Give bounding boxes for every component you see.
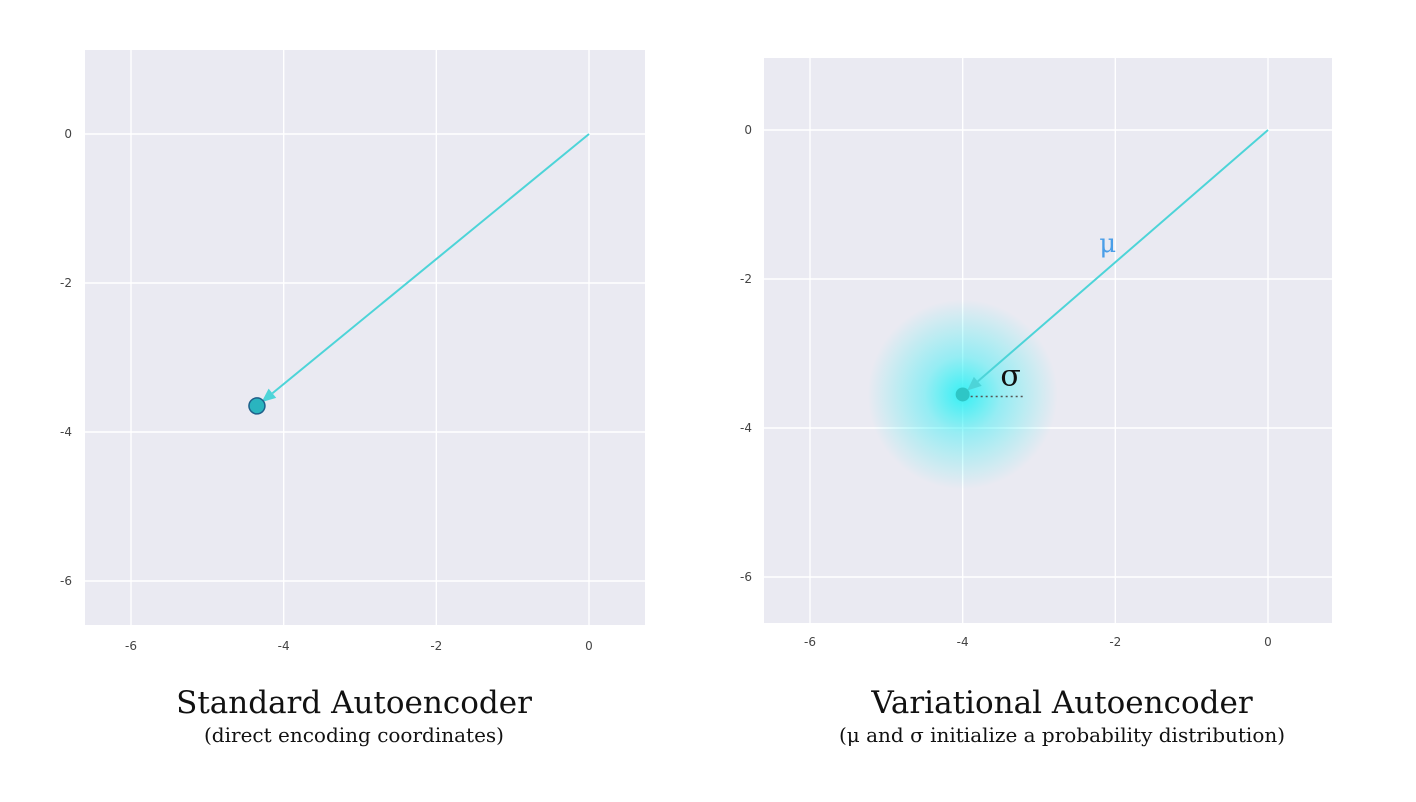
x-tick-label: -2 — [430, 639, 442, 653]
y-tick-label: -6 — [60, 574, 72, 588]
standard-autoencoder-caption: Standard Autoencoder (direct encoding co… — [0, 684, 708, 748]
encoding-point — [248, 397, 266, 415]
x-tick-label: -4 — [278, 639, 290, 653]
x-tick-label: -6 — [125, 639, 137, 653]
variational-autoencoder-plot: -6 -4 -2 0 0 -2 -4 -6 μ σ — [740, 58, 1332, 649]
caption-subtitle: (μ and σ initialize a probability distri… — [838, 723, 1286, 747]
x-tick-label: 0 — [1264, 635, 1272, 649]
mean-point — [955, 387, 970, 402]
y-tick-label: -2 — [740, 272, 752, 286]
y-tick-label: -6 — [740, 570, 752, 584]
y-tick-label: 0 — [744, 123, 752, 137]
y-tick-label: -4 — [740, 421, 752, 435]
arrow-head — [967, 376, 982, 391]
x-tick-label: -6 — [804, 635, 816, 649]
variational-autoencoder-caption: Variational Autoencoder (μ and σ initial… — [708, 684, 1416, 748]
variational-autoencoder-figure: -6 -4 -2 0 0 -2 -4 -6 μ σ Variational Autoencoder… — [708, 0, 1416, 802]
y-tick-label: -2 — [60, 276, 72, 290]
caption-title: Variational Autoencoder — [871, 685, 1253, 721]
x-tick-label: -2 — [1109, 635, 1121, 649]
caption-title: Standard Autoencoder — [176, 685, 532, 721]
sigma-label: σ — [1000, 358, 1020, 393]
encoding-arrow — [977, 129, 1269, 383]
x-tick-label: -4 — [957, 635, 969, 649]
caption-subtitle: (direct encoding coordinates) — [204, 723, 504, 747]
plot-area — [764, 58, 1332, 623]
y-tick-label: -4 — [60, 425, 72, 439]
standard-autoencoder-figure: -6 -4 -2 0 0 -2 -4 -6 Standard Autoencoder (dir… — [0, 50, 708, 748]
mu-label: μ — [1099, 229, 1116, 259]
arrow-head — [261, 388, 277, 403]
standard-autoencoder-plot: -6 -4 -2 0 0 -2 -4 -6 — [60, 50, 645, 653]
encoding-arrow — [271, 133, 590, 395]
x-tick-label: 0 — [585, 639, 593, 653]
y-tick-label: 0 — [64, 127, 72, 141]
plot-area — [85, 50, 645, 625]
